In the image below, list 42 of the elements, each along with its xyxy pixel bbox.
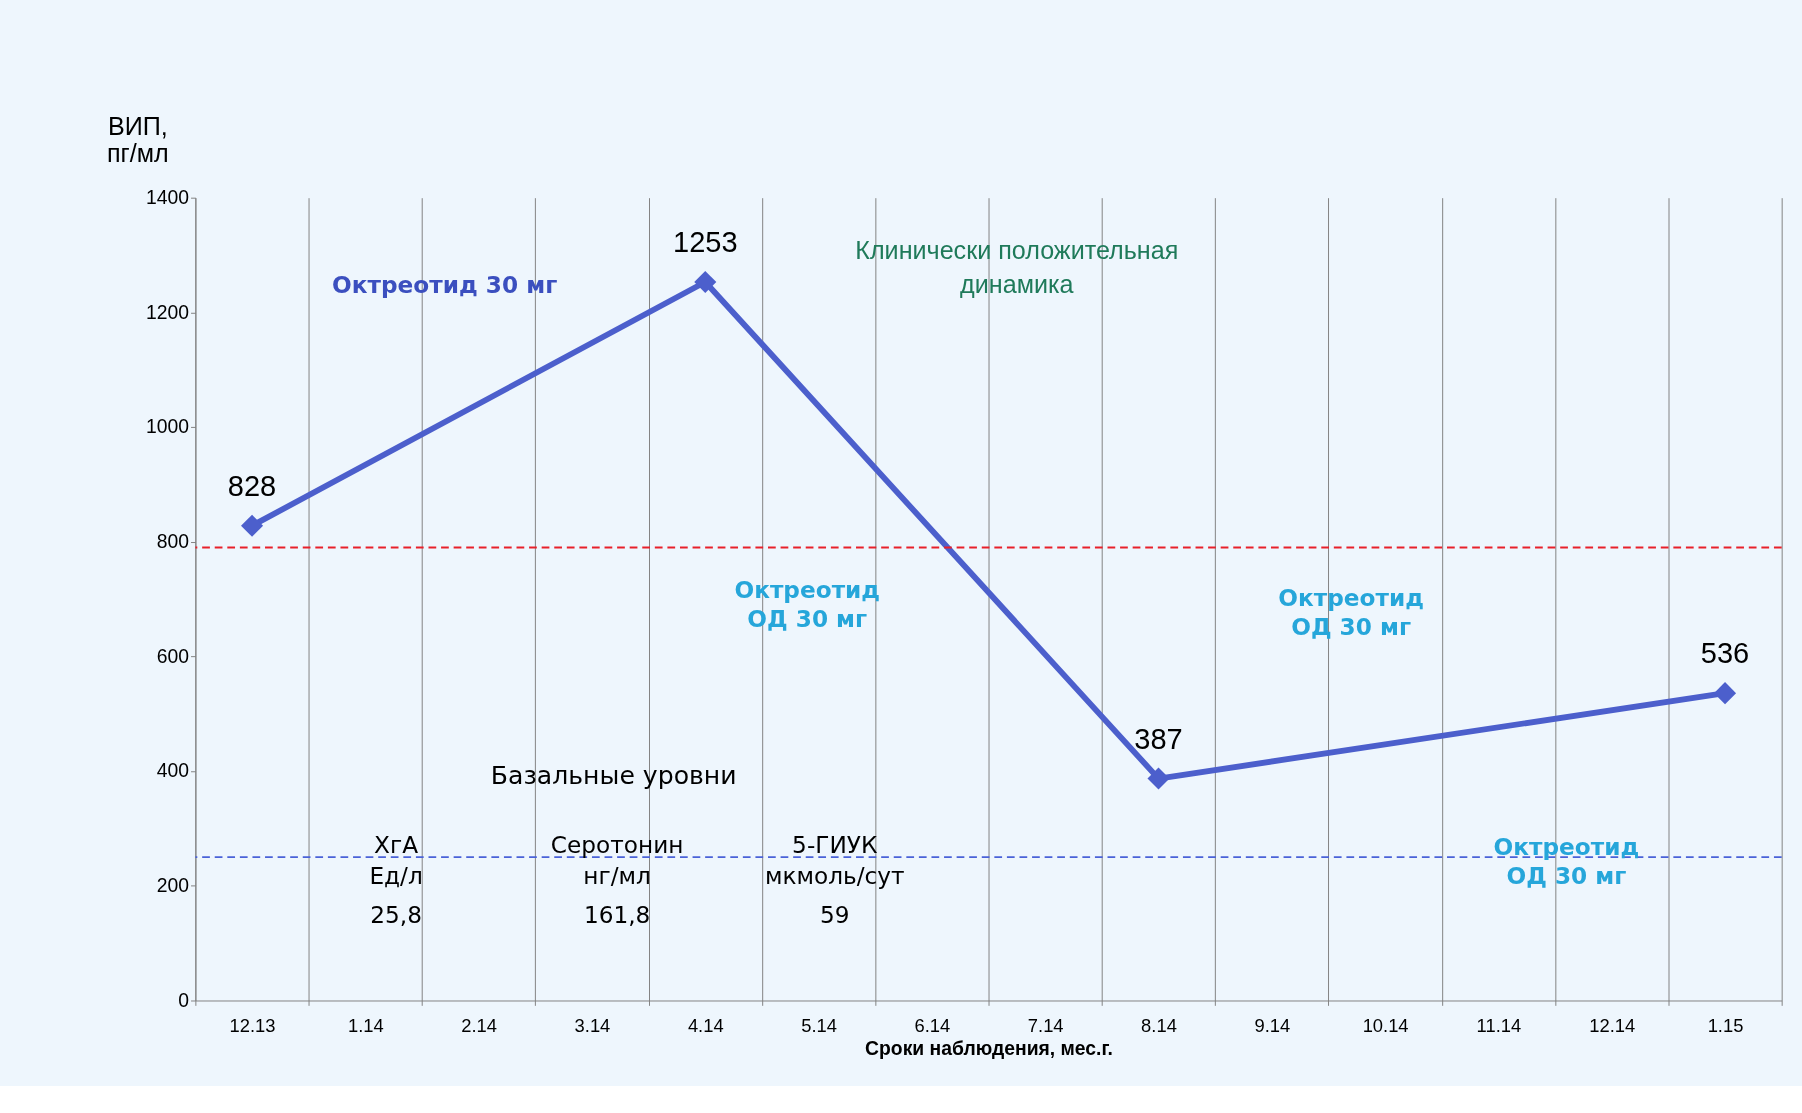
x-axis-title: Сроки наблюдения, мес.г.: [865, 1037, 1113, 1060]
x-tick-label: 12.13: [229, 1014, 276, 1036]
x-tick-label: 1.15: [1707, 1014, 1744, 1036]
x-tick-label: 11.14: [1476, 1014, 1522, 1036]
y-tick-label: 600: [156, 644, 190, 667]
x-tick-label: 9.14: [1254, 1014, 1291, 1036]
data-label: 1253: [673, 226, 738, 258]
data-label: 536: [1700, 637, 1750, 670]
annotation: 59: [819, 901, 850, 929]
y-tick-label: 200: [156, 874, 190, 897]
y-tick-label: 1000: [146, 415, 190, 438]
x-tick-label: 6.14: [914, 1014, 951, 1036]
point: [1147, 767, 1170, 790]
x-tick-label: 12.14: [1589, 1014, 1636, 1036]
y-tick-label: 1200: [146, 300, 190, 323]
y-tick-label: 0: [178, 988, 190, 1011]
x-tick-label: 2.14: [461, 1014, 497, 1036]
data-label: 828: [227, 469, 277, 502]
x-tick-label: 5.14: [801, 1014, 837, 1036]
annotation: 161,8: [583, 901, 651, 929]
x-tick-label: 8.14: [1141, 1014, 1177, 1036]
x-tick-label: 4.14: [687, 1014, 724, 1036]
point: [241, 514, 264, 537]
y-tick-label: 800: [156, 530, 190, 553]
x-tick-label: 10.14: [1362, 1014, 1409, 1036]
y-tick-label: 400: [156, 759, 190, 782]
x-tick-label: 7.14: [1027, 1014, 1064, 1036]
point: [694, 270, 717, 294]
annotation: Октреотид ОД 30 мг: [734, 575, 881, 632]
annotation: Серотонин нг/мл: [550, 831, 684, 890]
data-label: 387: [1134, 722, 1183, 755]
x-tick-label: 1.14: [347, 1014, 384, 1036]
y-axis-title: ВИП, пг/мл: [106, 112, 169, 168]
y-tick-label: 1400: [146, 185, 190, 208]
point: [1714, 682, 1737, 705]
annotation: 5-ГИУК мкмоль/сут: [764, 831, 905, 890]
x-tick-label: 3.14: [574, 1014, 611, 1036]
annotation: Октреотид ОД 30 мг: [1493, 832, 1640, 889]
annotation: 25,8: [370, 901, 422, 929]
annotation: Клинически положительная динамика: [855, 235, 1179, 299]
annotation: Базальные уровни: [490, 760, 737, 790]
annotation: ХгА Ед/л: [369, 831, 423, 890]
